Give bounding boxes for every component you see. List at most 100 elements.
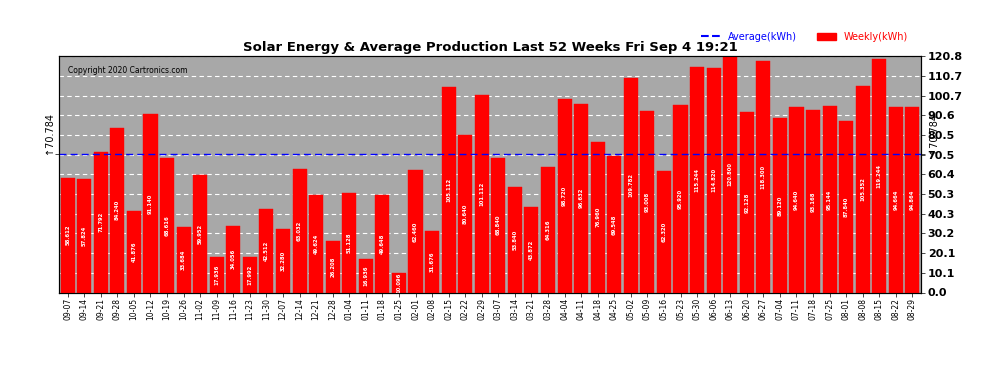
- Bar: [525, 207, 539, 292]
- Text: 59.952: 59.952: [198, 224, 203, 244]
- Text: 92.128: 92.128: [744, 192, 749, 213]
- Text: 62.320: 62.320: [661, 221, 666, 242]
- Bar: [60, 178, 74, 292]
- Text: 114.820: 114.820: [711, 168, 716, 192]
- Bar: [657, 171, 671, 292]
- Text: 76.960: 76.960: [595, 207, 600, 227]
- Text: 93.008: 93.008: [644, 191, 649, 211]
- Bar: [906, 107, 920, 292]
- Bar: [889, 107, 903, 292]
- Bar: [326, 241, 340, 292]
- Text: 118.300: 118.300: [761, 165, 766, 189]
- Text: 94.640: 94.640: [794, 190, 799, 210]
- Text: 10.096: 10.096: [396, 273, 402, 293]
- Text: 89.120: 89.120: [777, 195, 782, 216]
- Bar: [624, 78, 638, 292]
- Text: 17.992: 17.992: [248, 265, 252, 285]
- Text: 95.144: 95.144: [827, 189, 833, 210]
- Text: 58.612: 58.612: [65, 225, 70, 245]
- Text: 53.840: 53.840: [513, 230, 518, 250]
- Bar: [227, 226, 241, 292]
- Bar: [127, 211, 141, 292]
- Text: 26.208: 26.208: [331, 256, 336, 277]
- Bar: [110, 128, 125, 292]
- Bar: [673, 105, 688, 292]
- Bar: [475, 95, 489, 292]
- Text: 34.056: 34.056: [231, 249, 236, 269]
- Bar: [723, 56, 738, 292]
- Bar: [375, 195, 389, 292]
- Text: 32.280: 32.280: [280, 251, 285, 271]
- Bar: [491, 158, 505, 292]
- Text: 115.244: 115.244: [695, 168, 700, 192]
- Bar: [872, 59, 886, 292]
- Bar: [840, 121, 853, 292]
- Bar: [358, 260, 373, 292]
- Text: 64.316: 64.316: [545, 219, 550, 240]
- Bar: [541, 167, 555, 292]
- Bar: [193, 175, 207, 292]
- Text: 119.244: 119.244: [877, 164, 882, 188]
- Bar: [855, 87, 870, 292]
- Bar: [309, 195, 323, 292]
- Bar: [409, 170, 423, 292]
- Text: 68.840: 68.840: [496, 215, 501, 236]
- Text: 91.140: 91.140: [148, 193, 153, 214]
- Bar: [557, 99, 571, 292]
- Bar: [591, 142, 605, 292]
- Text: 105.112: 105.112: [446, 178, 451, 202]
- Bar: [425, 231, 440, 292]
- Bar: [806, 110, 820, 292]
- Bar: [789, 107, 804, 292]
- Bar: [508, 187, 522, 292]
- Text: 101.112: 101.112: [479, 182, 484, 206]
- Bar: [160, 158, 174, 292]
- Bar: [458, 135, 472, 292]
- Title: Solar Energy & Average Production Last 52 Weeks Fri Sep 4 19:21: Solar Energy & Average Production Last 5…: [243, 41, 738, 54]
- Text: 62.460: 62.460: [413, 221, 418, 242]
- Bar: [77, 179, 91, 292]
- Text: 95.920: 95.920: [678, 189, 683, 209]
- Bar: [259, 209, 273, 292]
- Bar: [343, 192, 356, 292]
- Text: 51.128: 51.128: [346, 232, 351, 253]
- Bar: [607, 156, 622, 292]
- Text: 71.792: 71.792: [98, 212, 103, 232]
- Bar: [176, 226, 191, 292]
- Text: Copyright 2020 Cartronics.com: Copyright 2020 Cartronics.com: [68, 66, 187, 75]
- Text: 43.872: 43.872: [529, 240, 534, 260]
- Bar: [442, 87, 455, 292]
- Bar: [690, 67, 704, 292]
- Bar: [707, 68, 721, 292]
- Text: 63.032: 63.032: [297, 221, 302, 241]
- Text: 31.676: 31.676: [430, 251, 435, 272]
- Text: 33.684: 33.684: [181, 249, 186, 270]
- Text: 41.876: 41.876: [132, 241, 137, 262]
- Bar: [574, 104, 588, 292]
- Text: 87.840: 87.840: [843, 196, 848, 217]
- Text: 57.824: 57.824: [82, 226, 87, 246]
- Bar: [740, 112, 753, 292]
- Text: 96.632: 96.632: [578, 188, 584, 208]
- Text: 109.782: 109.782: [629, 173, 634, 197]
- Bar: [144, 114, 157, 292]
- Text: 94.864: 94.864: [910, 189, 915, 210]
- Bar: [756, 61, 770, 292]
- Text: 94.664: 94.664: [893, 190, 898, 210]
- Bar: [392, 273, 406, 292]
- Text: 49.624: 49.624: [314, 234, 319, 254]
- Legend: Average(kWh), Weekly(kWh): Average(kWh), Weekly(kWh): [697, 28, 912, 46]
- Bar: [823, 106, 837, 292]
- Text: 120.800: 120.800: [728, 162, 733, 186]
- Bar: [641, 111, 654, 292]
- Bar: [773, 118, 787, 292]
- Text: 69.548: 69.548: [612, 214, 617, 235]
- Text: 98.720: 98.720: [562, 186, 567, 206]
- Text: 105.352: 105.352: [860, 177, 865, 201]
- Bar: [210, 257, 224, 292]
- Text: 42.512: 42.512: [264, 241, 269, 261]
- Bar: [243, 257, 257, 292]
- Text: 16.936: 16.936: [363, 266, 368, 286]
- Bar: [94, 152, 108, 292]
- Text: 93.168: 93.168: [811, 191, 816, 211]
